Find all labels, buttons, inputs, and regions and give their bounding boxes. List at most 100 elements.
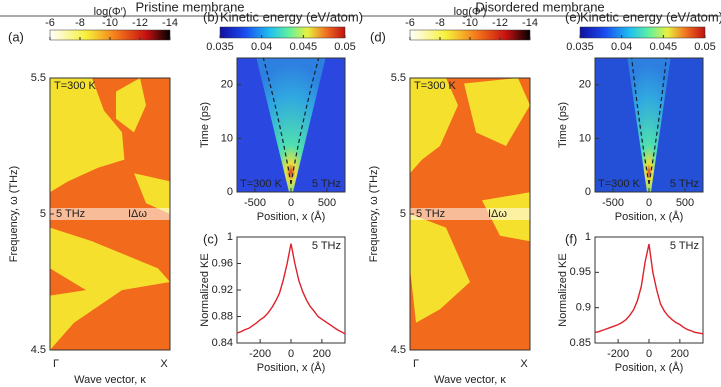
colorbar-tick-label: -6 xyxy=(45,17,55,29)
y-tick-label: 1 xyxy=(227,231,233,243)
y-tick-label: 0 xyxy=(227,186,233,198)
x-tick-label: -500 xyxy=(602,197,624,209)
colorbar-tick-label: -12 xyxy=(492,17,508,29)
colorbar-tick-label: 0.035 xyxy=(206,41,234,53)
x-category-label: Γ xyxy=(413,358,419,370)
front-curve xyxy=(290,57,320,185)
x-tick-label: 200 xyxy=(313,348,331,360)
colorbar xyxy=(219,26,346,39)
annotation: T=300 K xyxy=(598,178,641,190)
frequency-band xyxy=(410,208,530,220)
y-tick-label: 0.9 xyxy=(576,302,591,314)
y-tick-label: 20 xyxy=(579,79,591,91)
y-tick-label: 0.96 xyxy=(212,257,233,269)
colorbar-tick-label: 0.05 xyxy=(694,41,715,53)
x-tick-label: 500 xyxy=(318,197,336,209)
annotation: T=300 K xyxy=(414,80,457,92)
colorbar-tick-label: 0.045 xyxy=(290,41,318,53)
x-tick-label: -500 xyxy=(244,197,266,209)
group-title: Pristine membrane xyxy=(135,0,244,14)
x-tick-label: 0 xyxy=(288,197,294,209)
y-tick-label: 20 xyxy=(221,79,233,91)
y-tick-label: 0 xyxy=(585,186,591,198)
colorbar-tick-label: -10 xyxy=(462,17,478,29)
ke-line xyxy=(236,243,346,335)
y-tick-label: 0.84 xyxy=(212,337,233,349)
panel-label: (f) xyxy=(565,231,577,246)
colorbar-tick-label: -10 xyxy=(102,17,118,29)
y-tick-label: 0.88 xyxy=(212,310,233,322)
x-tick-label: -200 xyxy=(607,348,629,360)
x-axis-label: Position, x (Å) xyxy=(257,210,325,223)
annotation: 5 THz xyxy=(56,208,85,220)
x-tick-label: -200 xyxy=(249,348,271,360)
colorbar-label: log(Φ′) xyxy=(94,6,127,18)
colorbar xyxy=(579,26,706,39)
y-axis-label: Frequency, ω (THz) xyxy=(368,166,380,262)
y-axis-label: Time (ps) xyxy=(557,102,569,148)
colorbar-tick-label: -12 xyxy=(132,17,148,29)
heatmap-patch xyxy=(410,78,458,174)
y-tick-label: 10 xyxy=(221,132,233,144)
colorbar-tick-label: -8 xyxy=(75,17,85,29)
panel-label: (e) xyxy=(565,9,581,24)
y-axis-label: Frequency, ω (THz) xyxy=(8,166,20,262)
panel-label: (d) xyxy=(370,29,386,44)
x-category-label: X xyxy=(160,358,168,370)
x-tick-label: 0 xyxy=(646,348,652,360)
colorbar-tick-label: 0.04 xyxy=(611,41,632,53)
panel-label: (a) xyxy=(8,29,24,44)
colorbar-label: log(Φ′) xyxy=(454,6,487,18)
x-tick-label: 0 xyxy=(646,197,652,209)
colorbar-tick-label: 0.04 xyxy=(251,41,272,53)
heatmap-patch xyxy=(464,78,530,146)
y-tick-label: 5.5 xyxy=(31,72,46,84)
annotation: 5 THz xyxy=(670,240,699,252)
y-tick-label: 5 xyxy=(400,208,406,220)
y-tick-label: 0.85 xyxy=(570,337,591,349)
y-tick-label: 5.5 xyxy=(391,72,406,84)
colorbar-label: Kinetic energy (eV/atom) xyxy=(220,9,363,24)
frequency-band xyxy=(50,208,170,220)
heatmap-cone xyxy=(256,58,326,192)
annotation: 5 THz xyxy=(312,240,341,252)
annotation: ΙΔω xyxy=(128,208,147,220)
colorbar-tick-label: 0.035 xyxy=(566,41,594,53)
annotation: T=300 K xyxy=(240,178,283,190)
x-category-label: Γ xyxy=(53,358,59,370)
x-axis-label: Wave vector, κ xyxy=(74,374,146,386)
y-tick-label: 4.5 xyxy=(391,344,406,356)
x-axis-label: Wave vector, κ xyxy=(434,374,506,386)
y-tick-label: 0.92 xyxy=(212,284,233,296)
y-tick-label: 10 xyxy=(579,132,591,144)
x-axis-label: Position, x (Å) xyxy=(257,361,325,374)
group-title: Disordered membrane xyxy=(475,0,604,14)
annotation: ΙΔω xyxy=(488,208,507,220)
y-tick-label: 4.5 xyxy=(31,344,46,356)
front-curve xyxy=(262,57,292,185)
y-axis-label: Normalized KE xyxy=(557,253,569,326)
plot-frame xyxy=(236,236,346,344)
x-axis-label: Position, x (Å) xyxy=(615,361,683,374)
x-tick-label: 200 xyxy=(671,348,689,360)
heatmap-patch xyxy=(50,78,125,193)
y-axis-label: Time (ps) xyxy=(199,102,211,148)
x-category-label: X xyxy=(520,358,528,370)
annotation: 5 THz xyxy=(416,208,445,220)
colorbar-tick-label: 0.045 xyxy=(650,41,678,53)
colorbar-label: Kinetic energy (eV/atom) xyxy=(580,9,721,24)
colorbar-tick-label: -14 xyxy=(522,17,538,29)
y-tick-label: 1 xyxy=(585,231,591,243)
panel-label: (c) xyxy=(203,231,218,246)
panel-label: (b) xyxy=(203,9,219,24)
heatmap-patch xyxy=(410,214,470,323)
colorbar-tick-label: -8 xyxy=(435,17,445,29)
front-curve xyxy=(631,57,650,185)
colorbar-tick-label: -14 xyxy=(162,17,178,29)
annotation: 5 THz xyxy=(312,178,341,190)
y-tick-label: 5 xyxy=(40,208,46,220)
heatmap-patch xyxy=(116,78,146,133)
colorbar-tick-label: -6 xyxy=(405,17,415,29)
